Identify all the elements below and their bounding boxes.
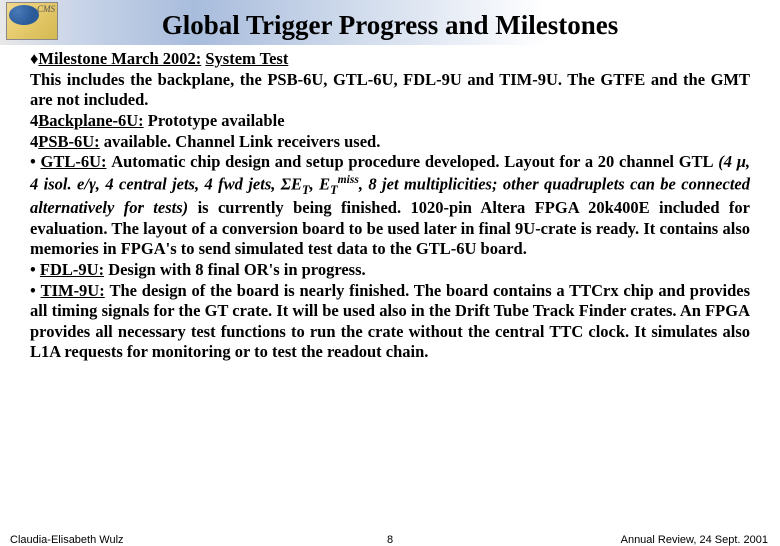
tim-block: • TIM-9U: The design of the board is nea…	[30, 281, 750, 364]
psb-line: 4PSB-6U: available. Channel Link receive…	[30, 132, 750, 153]
backplane-line: 4Backplane-6U: Prototype available	[30, 111, 750, 132]
four-bullet: 4	[30, 111, 38, 130]
backplane-label: Backplane-6U:	[38, 111, 143, 130]
gtl-block: • GTL-6U: Automatic chip design and setu…	[30, 152, 750, 260]
fdl-label: FDL-9U:	[40, 260, 104, 279]
gtl-sub1: T	[302, 183, 310, 197]
header-bar: Global Trigger Progress and Milestones	[0, 0, 780, 45]
fdl-text: Design with 8 final OR's in progress.	[108, 260, 365, 279]
milestone-line: ♦Milestone March 2002: System Test	[30, 49, 750, 70]
gtl-sup: miss	[338, 174, 359, 186]
psb-label: PSB-6U:	[38, 132, 99, 151]
dot-bullet-3: •	[30, 281, 36, 300]
cms-logo	[6, 2, 58, 40]
footer-date: Annual Review, 24 Sept. 2001	[621, 534, 768, 546]
gtl-italic-mid: , E	[310, 174, 331, 193]
psb-text: available. Channel Link receivers used.	[104, 132, 381, 151]
gtl-label: GTL-6U:	[40, 152, 106, 171]
tim-label: TIM-9U:	[41, 281, 105, 300]
dot-bullet-2: •	[30, 260, 36, 279]
intro-text: This includes the backplane, the PSB-6U,…	[30, 70, 750, 111]
footer-author: Claudia-Elisabeth Wulz	[10, 534, 124, 546]
fdl-line: • FDL-9U: Design with 8 final OR's in pr…	[30, 260, 750, 281]
dot-bullet: •	[30, 152, 36, 171]
gtl-sub2: T	[330, 183, 338, 197]
milestone-title: System Test	[205, 49, 288, 68]
four-bullet-2: 4	[30, 132, 38, 151]
page-title: Global Trigger Progress and Milestones	[0, 4, 780, 41]
content-area: ♦Milestone March 2002: System Test This …	[0, 45, 780, 363]
tim-text: The design of the board is nearly finish…	[30, 281, 750, 362]
backplane-text: Prototype available	[148, 111, 285, 130]
gtl-text-a: Automatic chip design and setup procedur…	[111, 152, 713, 171]
footer-page: 8	[387, 534, 393, 546]
milestone-label: Milestone March 2002:	[38, 49, 201, 68]
